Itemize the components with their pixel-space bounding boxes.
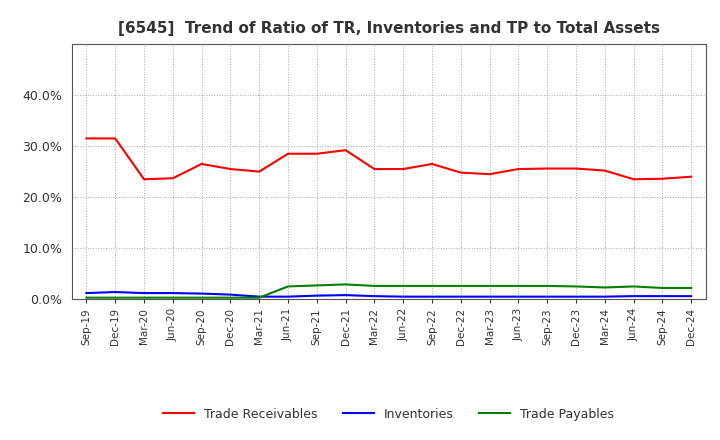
Inventories <box>370 293 379 299</box>
Inventories <box>629 293 638 299</box>
Line: Trade Payables: Trade Payables <box>86 284 691 298</box>
Trade Receivables <box>687 174 696 180</box>
Inventories <box>687 293 696 299</box>
Trade Receivables <box>197 161 206 167</box>
Trade Payables <box>514 283 523 289</box>
Inventories <box>600 294 609 299</box>
Trade Payables <box>543 283 552 289</box>
Trade Payables <box>255 295 264 301</box>
Inventories <box>658 293 667 299</box>
Inventories <box>428 294 436 299</box>
Trade Receivables <box>456 170 465 175</box>
Trade Payables <box>658 285 667 290</box>
Line: Trade Receivables: Trade Receivables <box>86 139 691 179</box>
Trade Payables <box>197 295 206 301</box>
Trade Receivables <box>543 166 552 171</box>
Trade Receivables <box>284 151 292 156</box>
Trade Receivables <box>341 147 350 153</box>
Inventories <box>341 293 350 298</box>
Trade Payables <box>428 283 436 289</box>
Trade Payables <box>572 284 580 289</box>
Trade Receivables <box>312 151 321 156</box>
Trade Receivables <box>370 166 379 172</box>
Trade Receivables <box>140 176 148 182</box>
Inventories <box>399 294 408 299</box>
Trade Payables <box>456 283 465 289</box>
Trade Payables <box>600 285 609 290</box>
Trade Receivables <box>111 136 120 141</box>
Inventories <box>514 294 523 299</box>
Trade Payables <box>111 295 120 301</box>
Inventories <box>111 290 120 295</box>
Trade Payables <box>629 284 638 289</box>
Trade Receivables <box>82 136 91 141</box>
Trade Receivables <box>572 166 580 171</box>
Trade Receivables <box>226 166 235 172</box>
Trade Receivables <box>399 166 408 172</box>
Inventories <box>543 294 552 299</box>
Line: Inventories: Inventories <box>86 292 691 297</box>
Trade Receivables <box>514 166 523 172</box>
Inventories <box>82 290 91 296</box>
Inventories <box>284 294 292 299</box>
Trade Payables <box>687 285 696 290</box>
Inventories <box>168 290 177 296</box>
Inventories <box>140 290 148 296</box>
Inventories <box>572 294 580 299</box>
Trade Payables <box>312 283 321 288</box>
Inventories <box>197 291 206 296</box>
Trade Payables <box>168 295 177 301</box>
Trade Payables <box>284 284 292 289</box>
Trade Payables <box>370 283 379 289</box>
Trade Payables <box>140 295 148 301</box>
Title: [6545]  Trend of Ratio of TR, Inventories and TP to Total Assets: [6545] Trend of Ratio of TR, Inventories… <box>118 21 660 36</box>
Trade Payables <box>485 283 494 289</box>
Legend: Trade Receivables, Inventories, Trade Payables: Trade Receivables, Inventories, Trade Pa… <box>158 403 619 425</box>
Trade Payables <box>399 283 408 289</box>
Inventories <box>312 293 321 298</box>
Inventories <box>255 294 264 299</box>
Inventories <box>226 292 235 297</box>
Trade Receivables <box>255 169 264 174</box>
Trade Receivables <box>600 168 609 173</box>
Trade Receivables <box>485 172 494 177</box>
Trade Receivables <box>629 176 638 182</box>
Trade Payables <box>82 295 91 301</box>
Trade Receivables <box>658 176 667 181</box>
Trade Payables <box>226 295 235 301</box>
Inventories <box>456 294 465 299</box>
Trade Receivables <box>168 176 177 181</box>
Trade Payables <box>341 282 350 287</box>
Trade Receivables <box>428 161 436 167</box>
Inventories <box>485 294 494 299</box>
